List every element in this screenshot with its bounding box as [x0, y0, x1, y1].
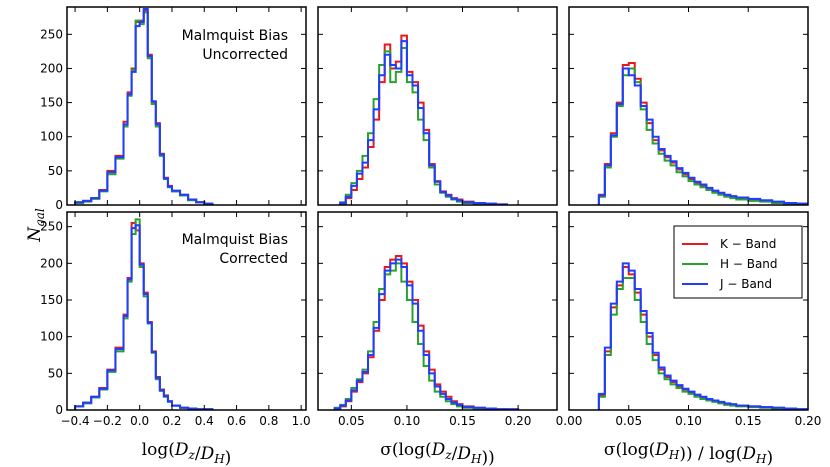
axes-frame [66, 211, 307, 411]
x-tick-label: 0.0 [130, 414, 149, 428]
x-tick-label: 0.20 [505, 414, 532, 428]
series-j-band-bottom-right [597, 262, 808, 410]
panels: 0 50 100 150 200 250 0 50 100 150 200 250 −0.4 −0.2 0.… [40, 6, 822, 467]
series-j-band-top-middle [339, 40, 508, 205]
y-axis-label: Ngal [25, 208, 47, 243]
series-j-band-top-left [74, 8, 214, 205]
series-k-band-bottom-middle [333, 255, 520, 410]
x-tick-label: 0.10 [394, 414, 421, 428]
annotation-corrected-line1: Malmquist Bias [182, 232, 288, 248]
series-k-band-bottom-left [74, 222, 214, 410]
y-tick-label: 150 [40, 96, 63, 110]
y-tick-label: 150 [40, 293, 63, 307]
x-tick-label: 0.05 [615, 414, 642, 428]
x-tick-label: 0.00 [556, 414, 583, 428]
x-tick-label: 0.20 [795, 414, 822, 428]
y-tick-label: 0 [55, 403, 63, 417]
x-tick-label: 0.15 [735, 414, 762, 428]
legend-frame [673, 225, 803, 299]
x-tick-label: 0.15 [449, 414, 476, 428]
legend-label-h: H − Band [720, 257, 778, 271]
y-tick-label: 250 [40, 27, 63, 41]
axes-frame [317, 211, 558, 411]
series-h-band-bottom-middle [333, 262, 519, 410]
panel-bottom-middle: 0.05 0.10 0.15 0.20 σ(log(Dz/DH)) [317, 211, 558, 467]
y-tick-label: 0 [55, 198, 63, 212]
series-j-band-bottom-left [74, 224, 214, 410]
annotation-uncorrected-line1: Malmquist Bias [182, 28, 288, 44]
legend: K − Band H − Band J − Band [673, 225, 803, 299]
x-tick-label: 0.4 [195, 414, 214, 428]
y-tick-label: 200 [40, 256, 63, 270]
legend-label-j: J − Band [719, 277, 772, 291]
panel-bottom-right: 0.00 0.05 0.10 0.15 0.20 σ(log(DH)) / log(DH) [556, 211, 822, 467]
axes-frame [66, 6, 307, 206]
y-tick-label: 250 [40, 220, 63, 234]
x-tick-label: 0.10 [675, 414, 702, 428]
x-axis-label: log(Dz/DH) [142, 440, 232, 467]
x-tick-label: 0.6 [227, 414, 246, 428]
panel-top-right [568, 6, 809, 206]
legend-label-k: K − Band [720, 237, 776, 251]
x-tick-label: −0.2 [93, 414, 122, 428]
y-tick-label: 50 [48, 164, 63, 178]
x-tick-label: −0.4 [61, 414, 90, 428]
y-tick-label: 100 [40, 330, 63, 344]
panel-bottom-left: 0 50 100 150 200 250 −0.4 −0.2 0.0 0.2 0.4 0.6 0.8 1.… [40, 211, 311, 467]
x-tick-label: 0.05 [338, 414, 365, 428]
x-tick-label: 0.8 [259, 414, 278, 428]
x-tick-label: 1.0 [292, 414, 311, 428]
x-axis-label: σ(log(Dz/DH)) [380, 440, 495, 467]
y-tick-label: 200 [40, 61, 63, 75]
annotation-uncorrected-line2: Uncorrected [202, 47, 288, 63]
panel-top-middle [317, 6, 558, 206]
panel-top-left: 0 50 100 150 200 250 [40, 6, 307, 212]
axes-frame [317, 6, 558, 206]
y-tick-label: 100 [40, 130, 63, 144]
x-axis-label: σ(log(DH)) / log(DH) [604, 440, 773, 467]
x-tick-label: 0.2 [162, 414, 181, 428]
series-j-band-bottom-middle [333, 258, 520, 410]
annotation-corrected-line2: Corrected [219, 251, 288, 267]
y-tick-label: 50 [48, 366, 63, 380]
series-j-band-top-right [597, 67, 808, 205]
